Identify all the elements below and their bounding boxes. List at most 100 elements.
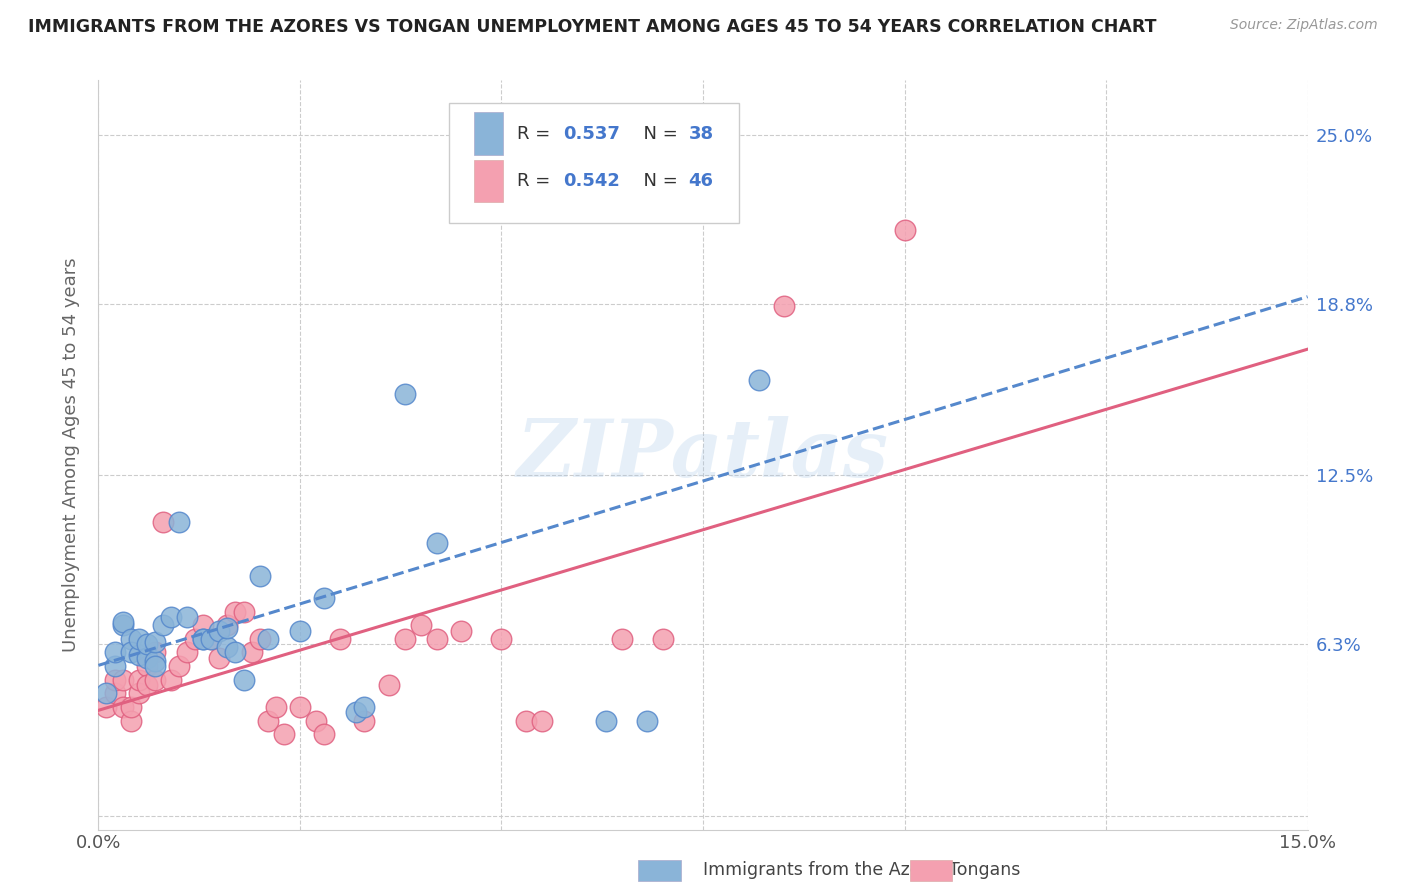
Point xyxy=(128,632,150,646)
Point xyxy=(120,700,142,714)
Point xyxy=(208,624,231,638)
Point xyxy=(772,300,794,314)
Text: N =: N = xyxy=(631,125,683,143)
Point xyxy=(135,637,157,651)
Point xyxy=(103,673,125,687)
Point xyxy=(152,618,174,632)
FancyBboxPatch shape xyxy=(474,112,503,155)
Point xyxy=(111,618,134,632)
Point xyxy=(111,673,134,687)
Point xyxy=(651,632,673,646)
Text: R =: R = xyxy=(517,125,555,143)
Point xyxy=(193,618,215,632)
Point xyxy=(224,605,246,619)
Point xyxy=(135,651,157,665)
Point xyxy=(152,515,174,529)
Point xyxy=(377,678,399,692)
Point xyxy=(184,632,207,646)
Point xyxy=(217,640,239,654)
Point xyxy=(111,700,134,714)
Point xyxy=(394,386,416,401)
Point xyxy=(120,632,142,646)
Point xyxy=(256,714,278,728)
Point xyxy=(217,618,239,632)
Point xyxy=(96,700,118,714)
Text: 0.537: 0.537 xyxy=(562,125,620,143)
Point xyxy=(160,673,183,687)
Point xyxy=(120,714,142,728)
Point xyxy=(193,632,215,646)
Point xyxy=(288,700,311,714)
Point xyxy=(893,223,915,237)
Point xyxy=(160,610,183,624)
Point xyxy=(167,659,190,673)
Point xyxy=(200,632,222,646)
Point xyxy=(530,714,553,728)
Text: 38: 38 xyxy=(689,125,714,143)
Point xyxy=(96,686,118,700)
Point xyxy=(103,659,125,673)
Point xyxy=(256,632,278,646)
Point xyxy=(143,659,166,673)
Point xyxy=(314,727,336,741)
Point xyxy=(103,686,125,700)
Point xyxy=(409,618,432,632)
Point xyxy=(176,645,198,659)
Point xyxy=(143,673,166,687)
Point xyxy=(426,536,449,550)
FancyBboxPatch shape xyxy=(474,160,503,202)
Point xyxy=(264,700,287,714)
Point xyxy=(143,634,166,648)
Point xyxy=(111,615,134,630)
Point xyxy=(103,645,125,659)
Point xyxy=(120,645,142,659)
Text: 46: 46 xyxy=(689,172,713,190)
Point xyxy=(305,714,328,728)
Point xyxy=(426,632,449,646)
Point xyxy=(135,678,157,692)
Text: N =: N = xyxy=(631,172,683,190)
Point xyxy=(314,591,336,605)
Point xyxy=(329,632,352,646)
Point xyxy=(491,632,513,646)
Point xyxy=(273,727,295,741)
Point xyxy=(167,515,190,529)
Point xyxy=(394,632,416,646)
Point xyxy=(515,714,537,728)
Point xyxy=(224,645,246,659)
Text: ZIPatlas: ZIPatlas xyxy=(517,417,889,493)
Point xyxy=(128,648,150,663)
Point xyxy=(344,706,367,720)
Point xyxy=(450,624,472,638)
Point xyxy=(636,714,658,728)
Point xyxy=(232,605,254,619)
Point xyxy=(676,169,699,183)
Text: 0.542: 0.542 xyxy=(562,172,620,190)
Text: IMMIGRANTS FROM THE AZORES VS TONGAN UNEMPLOYMENT AMONG AGES 45 TO 54 YEARS CORR: IMMIGRANTS FROM THE AZORES VS TONGAN UNE… xyxy=(28,18,1157,36)
Text: Tongans: Tongans xyxy=(949,861,1021,879)
Text: R =: R = xyxy=(517,172,555,190)
Text: Source: ZipAtlas.com: Source: ZipAtlas.com xyxy=(1230,18,1378,32)
Point xyxy=(143,654,166,668)
Point xyxy=(353,714,375,728)
Point xyxy=(135,659,157,673)
Point xyxy=(612,632,634,646)
Point xyxy=(232,673,254,687)
Point xyxy=(200,632,222,646)
Point xyxy=(217,621,239,635)
Point xyxy=(128,673,150,687)
Point xyxy=(249,569,271,583)
Point xyxy=(288,624,311,638)
Point xyxy=(208,651,231,665)
FancyBboxPatch shape xyxy=(449,103,740,223)
Point xyxy=(128,686,150,700)
Text: Immigrants from the Azores: Immigrants from the Azores xyxy=(703,861,948,879)
Point xyxy=(353,700,375,714)
Point xyxy=(176,610,198,624)
Point xyxy=(240,645,263,659)
Y-axis label: Unemployment Among Ages 45 to 54 years: Unemployment Among Ages 45 to 54 years xyxy=(62,258,80,652)
Point xyxy=(748,373,770,387)
Point xyxy=(143,645,166,659)
Point xyxy=(193,632,215,646)
Point xyxy=(249,632,271,646)
